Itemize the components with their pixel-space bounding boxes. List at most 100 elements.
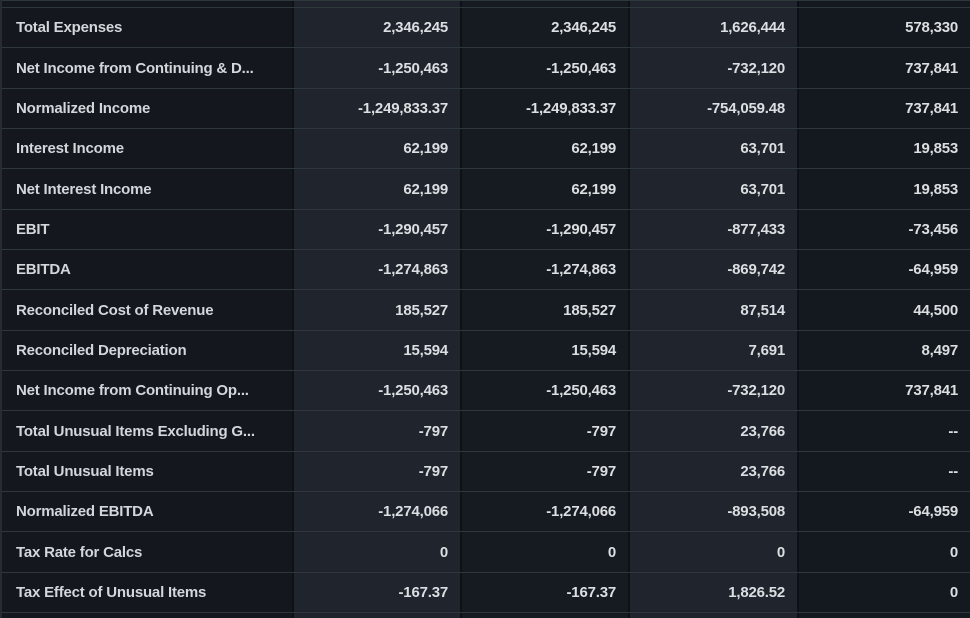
value-cell: -1,290,457	[460, 209, 628, 250]
row-label-cell	[2, 1, 292, 7]
value-cell: -1,250,463	[292, 371, 460, 411]
row-label-cell: Net Income from Continuing Op...	[2, 371, 292, 411]
row-label: Total Expenses	[16, 19, 123, 37]
row-label-cell: Normalized EBITDA	[2, 492, 292, 532]
table-row-tax-rate-for-calcs[interactable]: Tax Rate for Calcs 0 0 0 0	[2, 531, 970, 572]
row-label: Net Interest Income	[16, 180, 152, 198]
value-cell	[797, 1, 970, 7]
value-cell: 185,527	[292, 290, 460, 330]
table-row-normalized-income[interactable]: Normalized Income -1,249,833.37 -1,249,8…	[2, 87, 970, 129]
table-row-total-unusual-items[interactable]: Total Unusual Items -797 -797 23,766 --	[2, 450, 970, 492]
value-cell: -732,120	[628, 371, 797, 411]
value-cell: 737,841	[797, 48, 970, 88]
row-label-cell: Net Income from Continuing & D...	[2, 48, 292, 88]
value-cell: 2,346,245	[292, 8, 460, 48]
row-label: Interest Income	[16, 140, 124, 158]
value-cell: --	[797, 451, 970, 492]
value-cell: -1,290,457	[292, 209, 460, 250]
value-cell	[628, 1, 797, 7]
table-row-normalized-ebitda[interactable]: Normalized EBITDA -1,274,066 -1,274,066 …	[2, 491, 970, 532]
table-row-total-unusual-items-excluding-goodwill[interactable]: Total Unusual Items Excluding G... -797 …	[2, 410, 970, 451]
value-cell: 1,626,444	[628, 8, 797, 48]
row-label-cell: Normalized Income	[2, 88, 292, 129]
row-label: EBITDA	[16, 261, 71, 279]
row-label-cell: Reconciled Depreciation	[2, 330, 292, 371]
value-cell: -1,274,066	[460, 492, 628, 532]
value-cell: 0	[797, 532, 970, 572]
row-label: Normalized EBITDA	[16, 503, 154, 521]
value-cell: 63,701	[628, 129, 797, 169]
value-cell: 15,594	[460, 330, 628, 371]
table-row-tax-effect-of-unusual-items[interactable]: Tax Effect of Unusual Items -167.37 -167…	[2, 571, 970, 613]
value-cell: 23,766	[628, 451, 797, 492]
value-cell: -64,959	[797, 250, 970, 290]
table-row-reconciled-cost-of-revenue[interactable]: Reconciled Cost of Revenue 185,527 185,5…	[2, 289, 970, 330]
value-cell: 1,826.52	[628, 572, 797, 613]
value-cell: 44,500	[797, 290, 970, 330]
value-cell: -1,250,463	[460, 371, 628, 411]
value-cell: -797	[292, 451, 460, 492]
value-cell: 0	[628, 532, 797, 572]
row-label-cell: Total Unusual Items	[2, 451, 292, 492]
value-cell: 0	[292, 532, 460, 572]
value-cell: 62,199	[292, 169, 460, 209]
value-cell: -797	[460, 411, 628, 451]
value-cell: -754,059.48	[628, 88, 797, 129]
row-label: Reconciled Cost of Revenue	[16, 301, 214, 319]
value-cell: -167.37	[460, 572, 628, 613]
value-cell: 2,346,245	[460, 8, 628, 48]
row-label-cell: EBIT	[2, 209, 292, 250]
value-cell: 737,841	[797, 88, 970, 129]
value-cell: 8,497	[797, 330, 970, 371]
value-cell: 15,594	[292, 330, 460, 371]
table-row-ebitda[interactable]: EBITDA -1,274,863 -1,274,863 -869,742 -6…	[2, 249, 970, 290]
table-row-partial-top	[2, 0, 970, 7]
row-label: Total Unusual Items Excluding G...	[16, 422, 255, 440]
value-cell: --	[797, 411, 970, 451]
row-label: EBIT	[16, 220, 50, 238]
value-cell: -167.37	[292, 572, 460, 613]
row-label: Tax Effect of Unusual Items	[16, 583, 207, 601]
value-cell	[460, 1, 628, 7]
value-cell: -1,274,863	[460, 250, 628, 290]
table-row-reconciled-depreciation[interactable]: Reconciled Depreciation 15,594 15,594 7,…	[2, 329, 970, 371]
value-cell: -1,249,833.37	[460, 88, 628, 129]
row-label: Net Income from Continuing & D...	[16, 59, 254, 77]
value-cell: -73,456	[797, 209, 970, 250]
value-cell: 87,514	[628, 290, 797, 330]
table-row-interest-income[interactable]: Interest Income 62,199 62,199 63,701 19,…	[2, 128, 970, 169]
value-cell: -732,120	[628, 48, 797, 88]
row-label-cell: Reconciled Cost of Revenue	[2, 290, 292, 330]
value-cell	[460, 613, 628, 618]
value-cell: 185,527	[460, 290, 628, 330]
table-row-net-interest-income[interactable]: Net Interest Income 62,199 62,199 63,701…	[2, 168, 970, 209]
row-label: Net Income from Continuing Op...	[16, 382, 249, 400]
value-cell: -877,433	[628, 209, 797, 250]
row-label: Normalized Income	[16, 99, 151, 117]
value-cell: 63,701	[628, 169, 797, 209]
value-cell	[292, 613, 460, 618]
value-cell: 578,330	[797, 8, 970, 48]
value-cell: 19,853	[797, 169, 970, 209]
value-cell: 7,691	[628, 330, 797, 371]
row-label: Total Unusual Items	[16, 462, 154, 480]
value-cell: 62,199	[292, 129, 460, 169]
value-cell: 0	[797, 572, 970, 613]
value-cell: -1,250,463	[292, 48, 460, 88]
table-row-total-expenses[interactable]: Total Expenses 2,346,245 2,346,245 1,626…	[2, 7, 970, 48]
value-cell: 62,199	[460, 169, 628, 209]
table-row-net-income-continuing-discontinued[interactable]: Net Income from Continuing & D... -1,250…	[2, 47, 970, 88]
row-label-cell: EBITDA	[2, 250, 292, 290]
table-row-net-income-continuing-ops[interactable]: Net Income from Continuing Op... -1,250,…	[2, 370, 970, 411]
row-label-cell	[2, 613, 292, 618]
value-cell: 23,766	[628, 411, 797, 451]
value-cell: 0	[460, 532, 628, 572]
value-cell: -64,959	[797, 492, 970, 532]
value-cell: 737,841	[797, 371, 970, 411]
value-cell: -869,742	[628, 250, 797, 290]
value-cell: -1,250,463	[460, 48, 628, 88]
table-row-ebit[interactable]: EBIT -1,290,457 -1,290,457 -877,433 -73,…	[2, 208, 970, 250]
row-label-cell: Net Interest Income	[2, 169, 292, 209]
row-label-cell: Tax Rate for Calcs	[2, 532, 292, 572]
